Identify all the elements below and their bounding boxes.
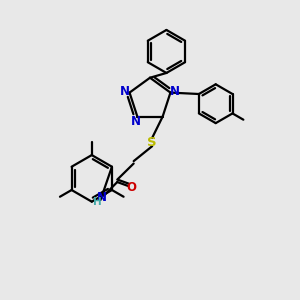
Text: N: N (120, 85, 130, 98)
Text: S: S (147, 136, 157, 148)
Text: H: H (93, 197, 101, 207)
Text: N: N (170, 85, 180, 98)
Text: N: N (131, 115, 141, 128)
Text: O: O (127, 181, 137, 194)
Text: N: N (96, 191, 106, 204)
